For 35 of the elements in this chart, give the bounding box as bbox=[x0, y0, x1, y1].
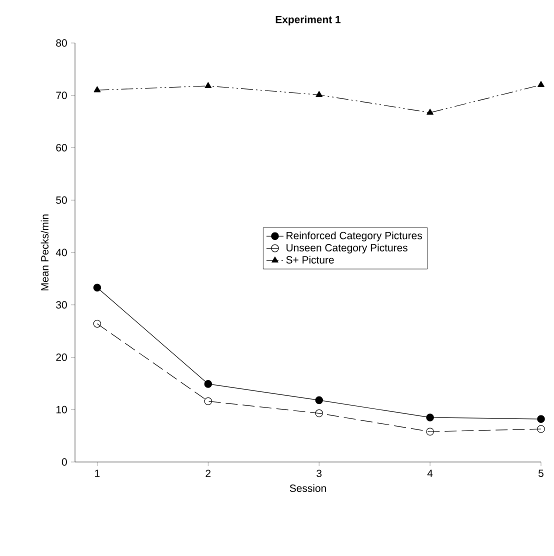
y-tick-label: 60 bbox=[56, 144, 67, 152]
x-tick-label: 1 bbox=[95, 470, 100, 477]
y-tick-label: 80 bbox=[56, 39, 67, 47]
point bbox=[315, 396, 323, 404]
y-tick-label: 0 bbox=[62, 458, 67, 466]
point bbox=[426, 108, 434, 115]
point bbox=[204, 397, 212, 406]
y-tick-label: 40 bbox=[56, 248, 67, 256]
y-tick-label: 50 bbox=[56, 196, 67, 204]
x-tick-label: 2 bbox=[206, 470, 211, 477]
point bbox=[537, 415, 545, 423]
point bbox=[93, 320, 102, 328]
chart-title: Experiment 1 bbox=[276, 16, 341, 26]
point bbox=[426, 414, 434, 422]
x-tick-label: 5 bbox=[538, 470, 544, 477]
legend-label: Unseen Category Pictures bbox=[286, 244, 408, 254]
x-tick-label: 4 bbox=[427, 470, 433, 477]
point bbox=[538, 80, 544, 87]
y-tick-label: 70 bbox=[56, 92, 67, 100]
y-tick-label: 10 bbox=[56, 406, 67, 414]
legend-label: S+ Picture bbox=[286, 256, 334, 264]
point bbox=[537, 425, 545, 433]
point bbox=[204, 380, 212, 388]
point bbox=[93, 284, 102, 292]
y-axis-title: Mean Pecks/min bbox=[40, 214, 49, 290]
point bbox=[204, 82, 212, 88]
x-axis-title: Session bbox=[290, 484, 326, 492]
point bbox=[94, 86, 101, 92]
legend-label: Reinforced Category Pictures bbox=[286, 232, 422, 242]
point bbox=[426, 428, 434, 436]
point bbox=[316, 90, 323, 97]
y-tick-label: 30 bbox=[56, 301, 67, 309]
point bbox=[315, 409, 323, 418]
x-tick-label: 3 bbox=[316, 470, 322, 478]
y-tick-label: 20 bbox=[56, 354, 67, 361]
